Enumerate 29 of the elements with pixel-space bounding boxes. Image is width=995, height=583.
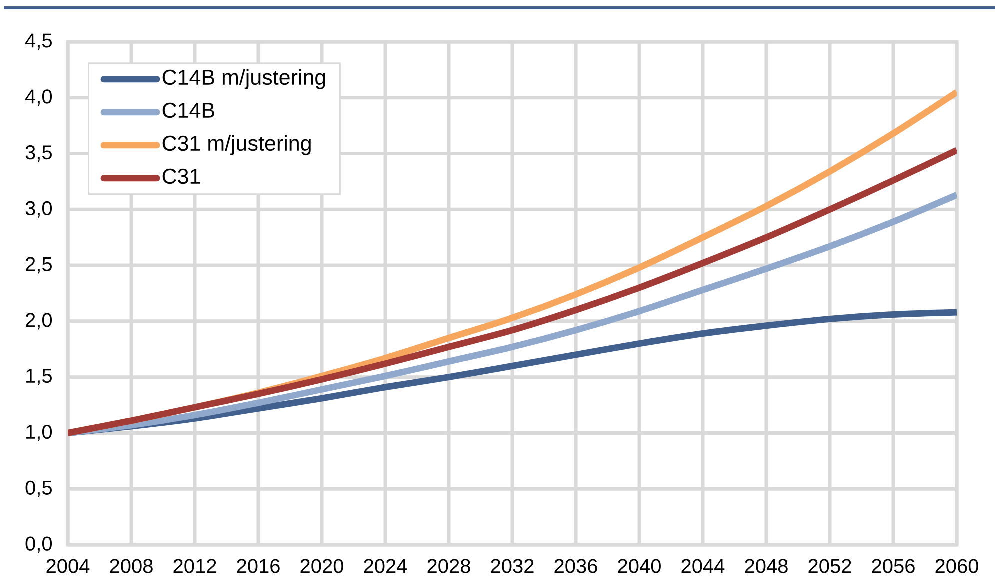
- x-tick-label: 2016: [237, 559, 280, 574]
- x-tick-label: 2044: [682, 559, 725, 574]
- x-tick-label: 2024: [364, 559, 408, 574]
- x-tick-label: 2036: [554, 559, 598, 574]
- legend-label: C14B: [162, 102, 214, 118]
- y-tick-label: 3,5: [26, 146, 52, 162]
- y-tick-label: 4,0: [25, 90, 52, 106]
- y-tick-label: 0,5: [26, 480, 52, 498]
- y-tick-label: 4,5: [25, 34, 52, 50]
- x-tick-label: 2004: [46, 559, 90, 574]
- y-tick-label: 3,0: [26, 201, 52, 218]
- x-tick-label: 2028: [428, 559, 470, 574]
- x-tick-label: 2048: [745, 559, 788, 574]
- legend-label: C31: [162, 168, 200, 184]
- x-tick-label: 2008: [110, 559, 153, 574]
- y-tick-label: 1,5: [26, 369, 52, 386]
- legend-label: C14B m/justering: [162, 69, 326, 90]
- y-tick-label: 0,0: [26, 536, 52, 554]
- x-tick-label: 2032: [491, 559, 534, 574]
- y-tick-label: 1,0: [26, 424, 52, 442]
- x-tick-label: 2056: [872, 559, 915, 574]
- y-tick-label: 2,0: [26, 313, 52, 330]
- x-tick-label: 2012: [174, 559, 216, 574]
- legend-label: C31 m/justering: [162, 135, 311, 156]
- x-tick-label: 2052: [808, 559, 852, 574]
- x-tick-label: 2040: [618, 559, 661, 574]
- x-tick-label: 2020: [300, 559, 344, 574]
- x-tick-label: 2060: [936, 559, 978, 574]
- y-tick-label: 2,5: [26, 257, 52, 274]
